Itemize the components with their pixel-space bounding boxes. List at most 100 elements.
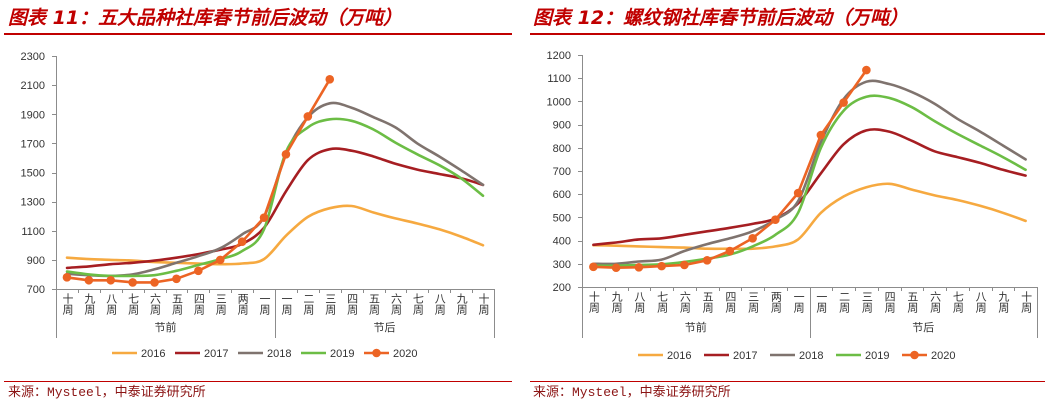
x-tick-label: 六周 (678, 291, 691, 314)
y-tick-label: 1100 (21, 226, 45, 238)
data-point-2020 (237, 237, 247, 246)
legend-label: 2016 (141, 348, 165, 360)
legend-label: 2017 (204, 348, 228, 360)
legend-label: 2019 (330, 348, 354, 360)
legend-label: 2017 (733, 350, 757, 362)
x-tick-label: 九周 (455, 293, 468, 316)
series-line-2017 (592, 128, 1027, 247)
x-tick-label: 十周 (61, 292, 74, 316)
data-point-2020 (862, 65, 871, 75)
legend-item-2017: 2017 (175, 348, 228, 360)
x-tick-label: 四周 (883, 291, 896, 314)
y-tick-label: 700 (27, 284, 45, 296)
data-point-2020 (281, 149, 291, 159)
data-point-2020 (62, 273, 72, 282)
data-point-2020 (128, 278, 137, 287)
x-tick-label: 八周 (974, 291, 987, 314)
data-point-2020 (839, 98, 848, 107)
legend: 2016 2017 2018 2019 2020 (638, 350, 955, 362)
y-tick-label: 1300 (21, 197, 45, 209)
legend-item-2016: 2016 (638, 350, 691, 362)
data-point-2020 (748, 233, 757, 243)
legend-item-2019: 2019 (301, 348, 354, 360)
category-group-label: 节前 (685, 320, 707, 334)
series-line-2019 (65, 117, 485, 278)
legend-marker (372, 348, 381, 358)
data-point-2020 (259, 213, 269, 222)
x-tick-label: 三周 (860, 291, 873, 314)
x-tick-label: 十周 (477, 292, 490, 316)
x-axis: 十周 九周 八周 七周 六周 五周 四周 三周 两周 一周 一周 二周 三周 四周 五周 六周 七周 八周 九周 十周… (582, 287, 1038, 338)
legend: 2016 2017 2018 2019 2020 (112, 348, 417, 360)
series-line-2018 (592, 79, 1027, 266)
y-tick-label: 1100 (547, 73, 571, 85)
x-tick-label: 四周 (346, 293, 359, 316)
chart-panel-five-varieties: 图表 11：五大品种社库春节前后波动（万吨） 700 900 1100 1300 150… (4, 7, 512, 400)
x-tick-label: 二周 (302, 293, 315, 316)
x-tick-label: 六周 (149, 293, 162, 316)
category-group-label: 节后 (912, 321, 934, 334)
legend-item-2020: 2020 (902, 350, 955, 362)
source-note: 来源：Mysteel，中泰证券研究所 (8, 385, 206, 400)
y-tick-label: 900 (27, 255, 45, 267)
plot-area (62, 75, 485, 287)
y-tick-label: 2300 (21, 51, 45, 63)
x-tick-label: 八周 (105, 293, 118, 316)
x-tick-label: 五周 (906, 291, 919, 314)
legend-label: 2018 (267, 348, 291, 360)
y-tick-label: 900 (553, 120, 571, 132)
y-tick-label: 300 (553, 259, 571, 271)
legend-label: 2019 (865, 350, 889, 362)
legend-marker (910, 350, 919, 360)
x-tick-label: 五周 (368, 293, 381, 316)
x-tick-label: 七周 (127, 293, 140, 316)
data-point-2020 (634, 262, 644, 272)
data-point-2020 (303, 112, 313, 121)
series-line-2016 (592, 182, 1027, 251)
x-tick-label: 一周 (258, 293, 271, 316)
data-point-2020 (657, 261, 666, 271)
title-rule (530, 33, 1045, 35)
x-tick-label: 八周 (433, 293, 446, 316)
y-tick-label: 1200 (547, 50, 571, 62)
data-point-2020 (793, 188, 803, 198)
y-tick-label: 500 (553, 212, 571, 224)
y-tick-label: 600 (553, 189, 571, 201)
data-point-2020 (172, 274, 181, 284)
legend-item-2018: 2018 (770, 350, 823, 362)
x-tick-label: 一周 (815, 291, 828, 314)
x-tick-label: 十周 (587, 290, 600, 314)
data-point-2020 (589, 262, 598, 272)
chart-panel-rebar: 图表 12：螺纹钢社库春节前后波动（万吨） 200 300 400 500 600 700… (525, 0, 1050, 406)
x-axis: 十周 九周 八周 七周 六周 五周 四周 三周 两周 一周 一周 二周 三周 四周 五周 六周 七周 八周 九周 十周… (56, 289, 495, 338)
data-point-2020 (194, 266, 203, 276)
legend-item-2020: 2020 (364, 348, 417, 360)
data-point-2020 (771, 215, 780, 225)
x-tick-label: 八周 (633, 291, 646, 314)
x-tick-label: 四周 (192, 293, 205, 316)
x-tick-label: 五周 (170, 293, 183, 316)
x-tick-label: 五周 (701, 291, 714, 314)
footer-rule (530, 381, 1045, 382)
x-tick-label: 六周 (929, 291, 942, 314)
x-tick-label: 二周 (838, 291, 851, 314)
data-point-2020 (150, 278, 159, 287)
y-tick-label: 800 (553, 143, 571, 155)
y-tick-label: 2100 (21, 80, 45, 92)
y-tick-label: 1500 (21, 168, 45, 180)
plot-area (589, 65, 1027, 273)
legend-label: 2018 (799, 350, 823, 362)
data-point-2020 (84, 275, 94, 285)
y-tick-label: 1700 (21, 138, 45, 150)
data-point-2020 (816, 130, 826, 140)
y-axis: 700 900 1100 1300 1500 1700 1900 2100 2300 (21, 51, 57, 296)
data-point-2020 (215, 255, 225, 265)
series-line-2020 (65, 78, 332, 284)
y-axis: 200 300 400 500 600 700 800 900 1000 1100 1200 (547, 50, 583, 294)
data-point-2020 (702, 256, 712, 265)
legend-item-2018: 2018 (238, 348, 291, 360)
data-point-2020 (325, 75, 335, 84)
legend-label: 2020 (931, 350, 955, 362)
legend-item-2019: 2019 (836, 350, 889, 362)
